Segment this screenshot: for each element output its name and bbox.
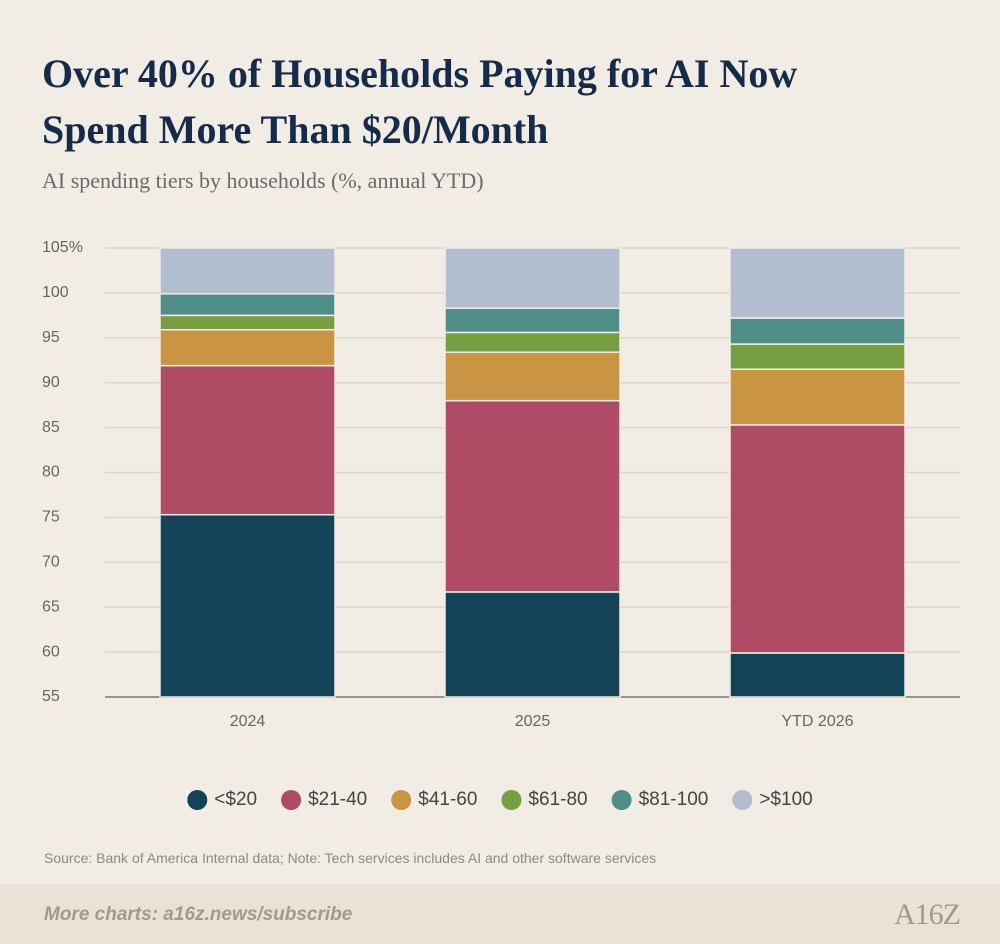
x-tick-label: YTD 2026	[781, 713, 853, 730]
y-tick-label: 80	[42, 464, 60, 481]
y-tick-label: 65	[42, 598, 60, 615]
bar-segment	[444, 307, 621, 334]
bar-segment	[444, 399, 621, 593]
footer-band	[0, 884, 1000, 944]
chart: 55 60 65 70 75 80 85 90 95 100 105% 2024 2025 YTD 202…	[42, 239, 960, 810]
bar-segment	[729, 368, 906, 426]
bar-segment	[729, 247, 906, 319]
bar-segment	[159, 328, 336, 367]
footer-link: More charts: a16z.news/subscribe	[44, 904, 353, 925]
x-tick-label: 2024	[230, 713, 266, 730]
y-tick-label: 75	[42, 509, 60, 526]
legend-swatch	[732, 790, 753, 810]
chart-title: Over 40% of Households Paying for AI Now…	[42, 51, 798, 152]
bar-segment	[159, 293, 336, 317]
legend-label: >$100	[759, 789, 812, 810]
logo: A16Z	[894, 898, 961, 931]
y-tick-label: 105%	[42, 239, 83, 256]
x-tick-label: 2025	[515, 713, 551, 730]
legend-label: $61-80	[528, 789, 587, 810]
y-tick-label: 95	[42, 329, 60, 346]
bar-segment	[444, 331, 621, 353]
legend-swatch	[611, 790, 632, 810]
bar-segment	[159, 314, 336, 331]
bar-segment	[729, 317, 906, 345]
y-tick-label: 90	[42, 374, 60, 391]
legend-label: $41-60	[418, 789, 477, 810]
bar-segment	[159, 247, 336, 295]
legend-swatch	[501, 790, 522, 810]
y-tick-label: 55	[42, 688, 60, 705]
y-tick-label: 85	[42, 419, 60, 436]
bar-segment	[444, 351, 621, 402]
y-tick-label: 70	[42, 554, 60, 571]
legend-label: $81-100	[639, 789, 709, 810]
y-tick-label: 100	[42, 284, 69, 301]
chart-subtitle: AI spending tiers by households (%, annu…	[42, 168, 484, 193]
bar-segment	[444, 247, 621, 309]
bar-segment	[729, 652, 906, 698]
bar-segment	[729, 424, 906, 654]
legend-label: <$20	[214, 789, 257, 810]
bar-segment	[729, 343, 906, 370]
legend-label: $21-40	[308, 789, 367, 810]
legend-swatch	[281, 790, 302, 810]
source-note: Source: Bank of America Internal data; N…	[44, 850, 657, 866]
bar-segment	[159, 364, 336, 516]
y-tick-label: 60	[42, 643, 60, 660]
legend-swatch	[187, 790, 208, 810]
bar-segment	[444, 591, 621, 698]
bar-segment	[159, 513, 336, 698]
legend-swatch	[391, 790, 412, 810]
legend: <$20 $21-40 $41-60 $61-80 $81-100 >$100	[187, 789, 813, 810]
